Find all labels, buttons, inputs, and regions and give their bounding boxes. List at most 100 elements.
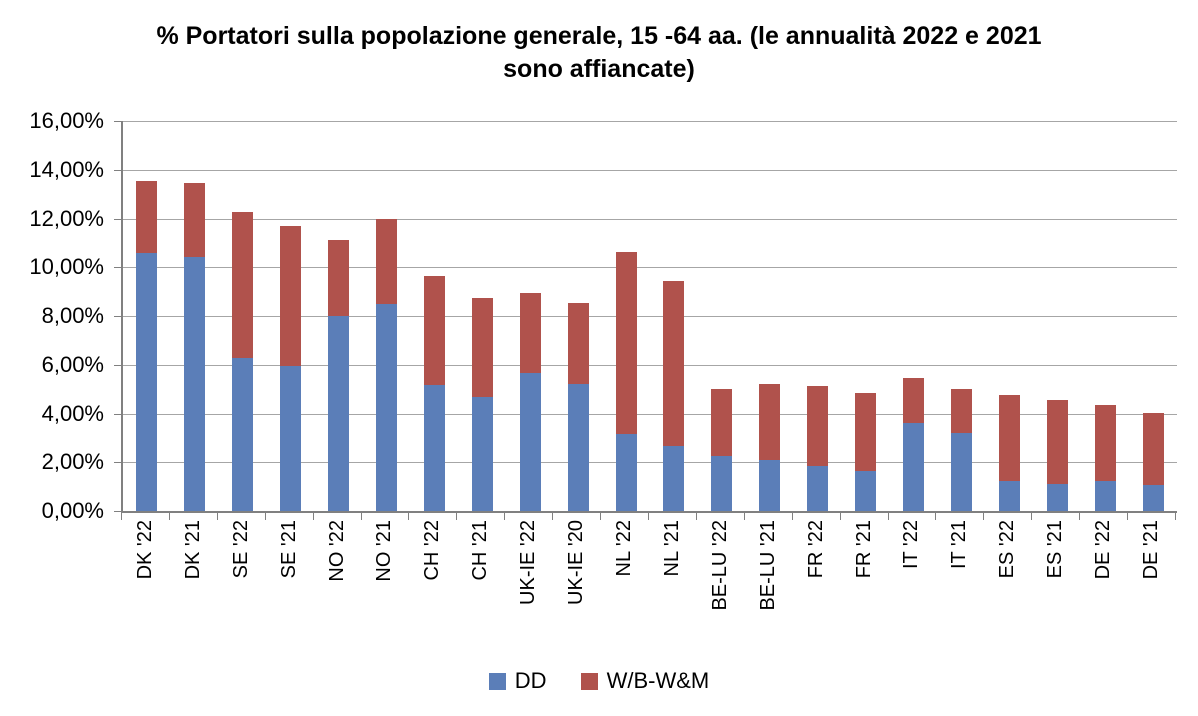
x-axis-label-text: DK '22 bbox=[133, 520, 156, 580]
x-axis-tick bbox=[600, 513, 601, 520]
x-axis-label-text: DE '21 bbox=[1140, 520, 1163, 580]
bar-dk-22 bbox=[136, 180, 158, 511]
chart-title-line2: sono affiancate) bbox=[503, 55, 695, 83]
legend-item-wbwm: W/B-W&M bbox=[580, 668, 710, 694]
y-axis-tick bbox=[114, 316, 122, 317]
y-axis-tick bbox=[114, 511, 122, 512]
x-axis-label: SE '22 bbox=[217, 520, 265, 632]
y-axis-tick bbox=[114, 121, 122, 122]
x-axis-label-text: UK-IE '20 bbox=[565, 520, 588, 605]
bar-se-21 bbox=[280, 226, 302, 511]
bar-segment-wbwm bbox=[1094, 404, 1116, 481]
x-axis-label: DK '22 bbox=[121, 520, 169, 632]
bar-segment-wbwm bbox=[184, 182, 206, 257]
bar-segment-dd bbox=[711, 456, 733, 511]
x-axis-label: CH '21 bbox=[456, 520, 504, 632]
bar-segment-dd bbox=[376, 304, 397, 511]
bar-ch-21 bbox=[471, 297, 493, 511]
plot-area bbox=[114, 121, 1177, 513]
bar-segment-dd bbox=[136, 253, 158, 511]
bar-segment-dd bbox=[855, 471, 877, 511]
x-axis-label-text: FR '22 bbox=[804, 520, 827, 579]
bar-segment-wbwm bbox=[950, 389, 972, 433]
bar-segment-dd bbox=[1094, 480, 1116, 511]
x-axis-tick bbox=[456, 513, 457, 520]
x-axis-tick bbox=[1127, 513, 1128, 520]
y-axis-tick bbox=[114, 413, 122, 415]
bar-it-22 bbox=[903, 378, 924, 511]
bar-be-lu-21 bbox=[759, 383, 781, 511]
x-axis-label: ES '22 bbox=[983, 520, 1031, 632]
x-axis-tick bbox=[648, 513, 649, 520]
bar-de-21 bbox=[1142, 413, 1164, 511]
bar-es-21 bbox=[1046, 400, 1068, 511]
bar-segment-wbwm bbox=[807, 386, 829, 467]
bar-segment-wbwm bbox=[567, 303, 589, 384]
bar-de-22 bbox=[1094, 404, 1116, 511]
bar-segment-dd bbox=[184, 256, 206, 511]
y-axis-tick bbox=[114, 169, 122, 171]
x-axis-label-text: NO '21 bbox=[373, 520, 396, 582]
y-axis-tick bbox=[114, 218, 122, 220]
bar-segment-wbwm bbox=[663, 280, 685, 447]
x-axis-label-text: SE '22 bbox=[229, 520, 252, 579]
bar-segment-wbwm bbox=[998, 395, 1020, 482]
bar-it-21 bbox=[950, 389, 972, 511]
bar-segment-dd bbox=[280, 366, 302, 511]
bar-segment-wbwm bbox=[136, 180, 158, 254]
x-axis-label-text: IT '21 bbox=[948, 520, 971, 570]
x-axis-tick bbox=[1031, 513, 1032, 520]
legend-label-wbwm: W/B-W&M bbox=[606, 668, 710, 693]
chart-title: % Portatori sulla popolazione generale, … bbox=[0, 20, 1198, 86]
bar-segment-dd bbox=[615, 434, 637, 511]
bar-segment-wbwm bbox=[711, 388, 733, 457]
bar-segment-wbwm bbox=[759, 383, 781, 460]
x-axis-label-text: FR '21 bbox=[852, 520, 875, 579]
x-axis-label-text: NL '21 bbox=[660, 520, 683, 577]
gridline bbox=[123, 169, 1177, 171]
y-axis-label: 10,00% bbox=[29, 254, 104, 280]
bar-nl-21 bbox=[663, 280, 685, 511]
x-axis-label-text: DE '22 bbox=[1092, 520, 1115, 580]
legend: DD W/B-W&M bbox=[0, 668, 1198, 694]
bar-segment-dd bbox=[950, 433, 972, 511]
x-axis-label: NO '21 bbox=[361, 520, 409, 632]
bar-segment-dd bbox=[1046, 483, 1068, 511]
x-axis-tick bbox=[1175, 513, 1176, 520]
y-axis-label: 6,00% bbox=[41, 351, 104, 377]
bar-segment-wbwm bbox=[519, 293, 541, 373]
x-axis-label: CH '22 bbox=[408, 520, 456, 632]
bar-segment-dd bbox=[1142, 484, 1164, 511]
bar-segment-wbwm bbox=[615, 251, 637, 435]
gridline bbox=[123, 218, 1177, 220]
bar-se-22 bbox=[232, 211, 254, 511]
x-axis-tick bbox=[840, 513, 841, 520]
x-axis-label: ES '21 bbox=[1031, 520, 1079, 632]
bar-segment-dd bbox=[328, 316, 350, 511]
x-axis-label: IT '22 bbox=[888, 520, 936, 632]
chart-title-line1: % Portatori sulla popolazione generale, … bbox=[156, 22, 1042, 50]
x-axis-tick bbox=[361, 513, 362, 520]
bar-segment-wbwm bbox=[1142, 413, 1164, 485]
x-axis-label-text: CH '22 bbox=[421, 520, 444, 581]
x-axis-label: NO '22 bbox=[313, 520, 361, 632]
bar-es-22 bbox=[998, 395, 1020, 511]
bar-segment-dd bbox=[519, 372, 541, 511]
x-axis-label-text: NL '22 bbox=[613, 520, 636, 577]
x-axis-label: DE '22 bbox=[1079, 520, 1127, 632]
x-axis-tick bbox=[1079, 513, 1080, 520]
x-axis-label: NL '21 bbox=[648, 520, 696, 632]
bar-segment-wbwm bbox=[903, 378, 924, 424]
x-axis-ticks bbox=[121, 513, 1177, 521]
bar-segment-wbwm bbox=[328, 239, 350, 316]
x-axis-label: DE '21 bbox=[1127, 520, 1175, 632]
bar-segment-dd bbox=[663, 446, 685, 511]
y-axis-labels: 0,00% 2,00% 4,00% 6,00% 8,00% 10,00% 12,00% 14,… bbox=[0, 110, 104, 522]
bar-segment-dd bbox=[471, 396, 493, 511]
x-axis-label-text: NO '22 bbox=[325, 520, 348, 582]
y-axis-tick bbox=[114, 364, 122, 366]
x-axis-tick bbox=[217, 513, 218, 520]
bar-segment-wbwm bbox=[232, 211, 254, 358]
x-axis-label-text: ES '22 bbox=[996, 520, 1019, 579]
x-axis-tick bbox=[744, 513, 745, 520]
